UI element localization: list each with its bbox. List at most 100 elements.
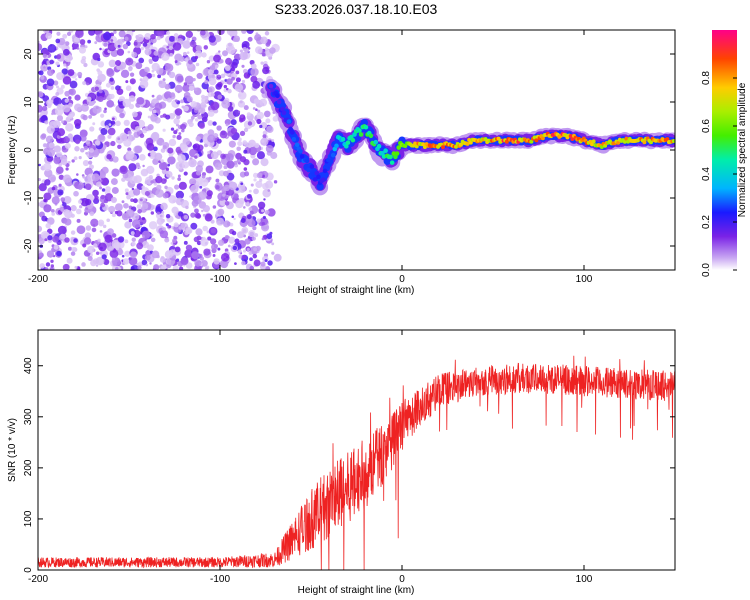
- noise-speckle: [246, 247, 250, 252]
- snr-y-axis-label: SNR (10 * v/v): [7, 418, 18, 482]
- noise-speckle: [194, 55, 199, 60]
- noise-speckle: [259, 124, 263, 129]
- noise-speckle: [174, 84, 183, 93]
- noise-speckle: [212, 254, 216, 257]
- noise-speckle: [215, 178, 220, 183]
- noise-speckle: [132, 188, 141, 196]
- noise-speckle: [199, 178, 209, 187]
- noise-speckle: [198, 253, 203, 259]
- noise-speckle: [187, 59, 193, 65]
- ridge-point: [376, 143, 382, 149]
- noise-speckle: [38, 104, 43, 113]
- noise-speckle: [145, 263, 149, 267]
- noise-speckle: [174, 108, 183, 116]
- noise-speckle: [58, 37, 66, 46]
- noise-speckle: [123, 119, 130, 126]
- noise-speckle: [92, 189, 99, 197]
- noise-speckle: [234, 262, 237, 265]
- noise-speckle: [105, 186, 111, 192]
- noise-speckle: [123, 202, 129, 209]
- noise-speckle: [207, 134, 216, 143]
- noise-speckle: [129, 72, 135, 77]
- noise-speckle: [207, 236, 212, 241]
- noise-speckle: [194, 155, 198, 159]
- noise-speckle: [207, 150, 211, 155]
- noise-speckle: [195, 136, 201, 142]
- noise-speckle: [272, 115, 279, 122]
- noise-speckle: [108, 123, 112, 126]
- noise-speckle: [117, 137, 121, 141]
- colorbar-gradient: [712, 30, 737, 270]
- noise-speckle: [224, 65, 231, 71]
- noise-speckle: [144, 48, 152, 56]
- noise-speckle: [52, 235, 60, 243]
- noise-speckle: [238, 197, 245, 205]
- noise-speckle: [131, 111, 138, 118]
- noise-speckle: [98, 242, 107, 252]
- noise-speckle: [228, 236, 236, 244]
- noise-speckle: [100, 194, 106, 200]
- x-tick-label: -100: [210, 274, 230, 285]
- noise-speckle: [141, 259, 148, 266]
- snr-series-layer: [38, 355, 675, 570]
- noise-speckle: [91, 173, 100, 182]
- noise-speckle: [125, 85, 132, 92]
- noise-speckle: [162, 227, 166, 231]
- noise-speckle: [68, 96, 72, 100]
- noise-speckle: [137, 265, 142, 270]
- noise-speckle: [184, 249, 193, 258]
- ridge-point: [345, 140, 351, 145]
- noise-speckle: [64, 237, 70, 243]
- snr-frame: [37, 329, 676, 571]
- noise-speckle: [172, 134, 176, 139]
- noise-speckle: [203, 248, 211, 256]
- y-tick-label: 0: [23, 567, 34, 573]
- noise-speckle: [76, 47, 80, 50]
- noise-speckle: [178, 181, 187, 190]
- noise-speckle: [241, 79, 246, 84]
- noise-speckle: [75, 139, 81, 145]
- ridge-point: [344, 143, 349, 149]
- noise-speckle: [144, 33, 152, 40]
- noise-speckle: [38, 225, 43, 233]
- noise-speckle: [202, 204, 211, 213]
- snr-background: [38, 330, 675, 570]
- ridge-point: [389, 160, 395, 165]
- noise-speckle: [64, 41, 70, 46]
- noise-speckle: [47, 44, 57, 53]
- noise-speckle: [162, 128, 166, 132]
- noise-speckle: [46, 78, 55, 87]
- noise-speckle: [219, 130, 228, 139]
- noise-speckle: [84, 232, 92, 239]
- noise-speckle: [202, 213, 206, 217]
- noise-speckle: [222, 193, 226, 197]
- noise-speckle: [83, 62, 88, 68]
- noise-speckle: [174, 60, 178, 64]
- noise-speckle: [190, 101, 197, 108]
- noise-speckle: [202, 236, 206, 241]
- noise-speckle: [150, 132, 160, 142]
- noise-speckle: [144, 180, 149, 185]
- noise-speckle: [176, 75, 184, 83]
- noise-speckle: [84, 183, 92, 190]
- ridge-point: [294, 142, 300, 148]
- noise-speckle: [51, 212, 56, 216]
- noise-speckle: [141, 230, 151, 240]
- noise-speckle: [227, 88, 232, 94]
- noise-speckle: [190, 212, 196, 218]
- ridge-point: [540, 136, 545, 141]
- noise-speckle: [253, 178, 257, 182]
- noise-speckle: [166, 45, 170, 49]
- noise-speckle: [46, 250, 55, 258]
- noise-speckle: [127, 130, 132, 135]
- noise-speckle: [257, 109, 261, 113]
- ridge-point: [422, 145, 427, 150]
- noise-speckle: [130, 198, 134, 203]
- noise-speckle: [254, 233, 259, 238]
- noise-speckle: [133, 198, 138, 204]
- noise-speckle: [244, 171, 250, 177]
- noise-speckle: [195, 44, 202, 52]
- noise-speckle: [93, 100, 96, 104]
- noise-speckle: [56, 250, 62, 257]
- noise-speckle: [59, 233, 66, 240]
